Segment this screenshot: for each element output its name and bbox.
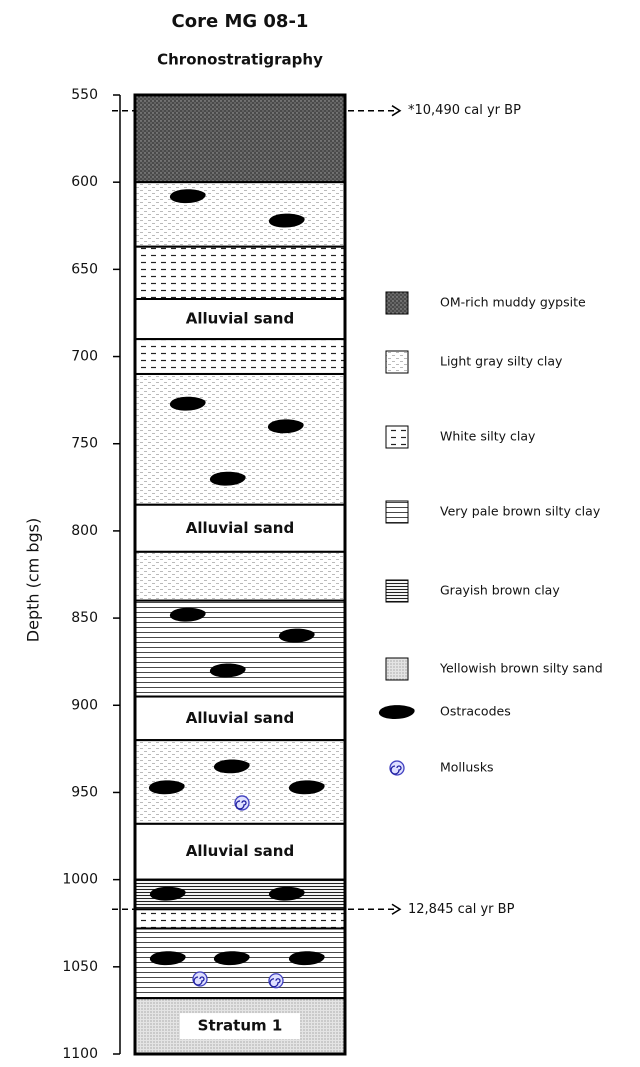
layer-label: Alluvial sand [186,842,294,860]
tick-label: 550 [71,87,98,103]
layer-label: Alluvial sand [186,519,294,537]
tick-label: 600 [71,174,98,190]
tick-label: 950 [71,784,98,800]
layer [135,247,345,299]
mollusk [235,796,249,810]
layer [135,339,345,374]
layer-label: Alluvial sand [186,310,294,328]
legend-label: Light gray silty clay [440,354,563,369]
legend-swatch [386,658,408,680]
legend-swatch [386,501,408,523]
title: Core MG 08-1 [172,11,309,32]
layer-label: Stratum 1 [198,1017,283,1035]
legend-label: Yellowish brown silty sand [439,661,603,676]
subtitle: Chronostratigraphy [157,51,323,69]
tick-label: 850 [71,610,98,626]
tick-label: 1050 [62,959,98,975]
axis-label: Depth (cm bgs) [24,518,43,642]
legend-swatch [386,351,408,373]
mollusk [269,974,283,988]
legend-swatch [386,426,408,448]
legend-label: White silty clay [440,429,536,444]
tick-label: 1100 [62,1046,98,1062]
legend-label: Very pale brown silty clay [440,504,601,519]
tick-label: 750 [71,436,98,452]
date-label: 12,845 cal yr BP [408,902,515,917]
layer [135,909,345,928]
layer [135,374,345,505]
layer [135,182,345,247]
tick-label: 900 [71,697,98,713]
legend-swatch [386,580,408,602]
mollusk [193,972,207,986]
tick-label: 650 [71,261,98,277]
legend-label: Ostracodes [440,704,511,719]
layer-label: Alluvial sand [186,709,294,727]
layer [135,552,345,601]
legend-label: Grayish brown clay [440,583,560,598]
legend-swatch [386,292,408,314]
tick-label: 800 [71,523,98,539]
tick-label: 1000 [62,872,98,888]
date-label: *10,490 cal yr BP [408,103,521,118]
legend-mollusk [390,761,404,775]
core-diagram: Core MG 08-1 Chronostratigraphy Depth (c… [0,0,640,1063]
layer [135,95,345,182]
layer [135,601,345,697]
legend-label: OM-rich muddy gypsite [440,295,586,310]
tick-label: 700 [71,349,98,365]
legend-ostracode [379,705,415,719]
legend-label: Mollusks [440,760,494,775]
